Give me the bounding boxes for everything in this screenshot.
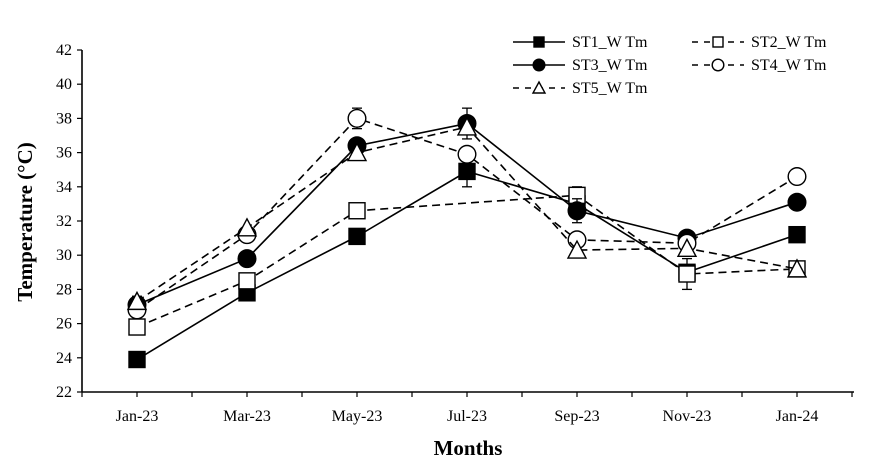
legend-item: ST4_W Tm <box>692 57 827 74</box>
y-tick-label: 30 <box>56 247 72 264</box>
x-tick-label: Sep-23 <box>554 408 599 425</box>
data-point <box>458 162 476 181</box>
legend-item: ST2_W Tm <box>692 34 827 51</box>
legend: ST1_W Tm ST2_W Tm ST3_W Tm ST4_W Tm ST5_W Tm <box>513 34 827 97</box>
y-tick-label: 32 <box>56 213 72 230</box>
legend-label: ST5_W Tm <box>572 80 648 97</box>
x-tick-label: Jul-23 <box>447 408 487 425</box>
data-point <box>787 192 807 212</box>
legend-marker <box>532 58 546 72</box>
y-ticks: 22 24 26 28 30 32 34 36 38 40 42 <box>56 42 82 401</box>
y-tick-label: 26 <box>56 316 72 333</box>
x-tick-label: Jan-24 <box>776 408 819 425</box>
series-st2-w-tm <box>128 186 806 336</box>
legend-marker <box>531 80 547 94</box>
legend-label: ST3_W Tm <box>572 57 648 74</box>
y-tick-label: 36 <box>56 145 72 162</box>
data-point <box>787 167 807 187</box>
data-point <box>348 202 366 220</box>
y-tick-label: 34 <box>56 179 72 196</box>
legend-marker <box>711 58 725 72</box>
data-point <box>788 225 806 244</box>
y-tick-label: 22 <box>56 384 72 401</box>
legend-label: ST1_W Tm <box>572 34 648 51</box>
legend-marker <box>533 36 545 48</box>
data-point <box>676 237 698 258</box>
data-point <box>128 318 146 336</box>
legend-label: ST4_W Tm <box>751 57 827 74</box>
series-line <box>136 170 798 361</box>
data-point <box>238 272 256 290</box>
data-point <box>346 142 368 162</box>
data-point <box>348 227 366 246</box>
data-point <box>128 350 146 369</box>
x-tick-label: Jan-23 <box>116 408 159 425</box>
y-tick-label: 40 <box>56 76 72 93</box>
data-point <box>566 239 588 259</box>
x-axis-title: Months <box>434 436 503 460</box>
series-layer <box>126 107 808 369</box>
data-point <box>457 144 477 164</box>
legend-item: ST1_W Tm <box>513 34 648 51</box>
data-point <box>236 217 258 237</box>
data-point <box>678 265 696 283</box>
series-st3-w-tm <box>127 107 807 315</box>
y-axis-title: Temperature (°C) <box>13 142 37 301</box>
x-ticks: Jan-23 Mar-23 May-23 Jul-23 Sep-23 Nov-23 Jan-… <box>81 392 853 425</box>
series-st1-w-tm <box>128 155 806 369</box>
legend-label: ST2_W Tm <box>751 34 827 51</box>
y-tick-label: 38 <box>56 110 72 127</box>
y-tick-label: 28 <box>56 281 72 298</box>
x-tick-label: Mar-23 <box>223 408 271 425</box>
legend-item: ST3_W Tm <box>513 57 648 74</box>
series-st4-w-tm <box>127 107 807 320</box>
y-tick-label: 24 <box>56 350 72 367</box>
y-tick-label: 42 <box>56 42 72 59</box>
legend-marker <box>712 36 724 48</box>
data-point <box>126 290 148 311</box>
series-line <box>136 194 798 328</box>
data-point <box>567 201 587 221</box>
x-tick-label: Nov-23 <box>663 408 712 425</box>
x-tick-label: May-23 <box>332 408 383 425</box>
data-point <box>786 258 808 278</box>
legend-item: ST5_W Tm <box>513 80 648 97</box>
data-point <box>347 108 367 128</box>
series-st5-w-tm <box>126 116 808 311</box>
data-point <box>237 249 257 269</box>
data-point <box>456 116 478 136</box>
